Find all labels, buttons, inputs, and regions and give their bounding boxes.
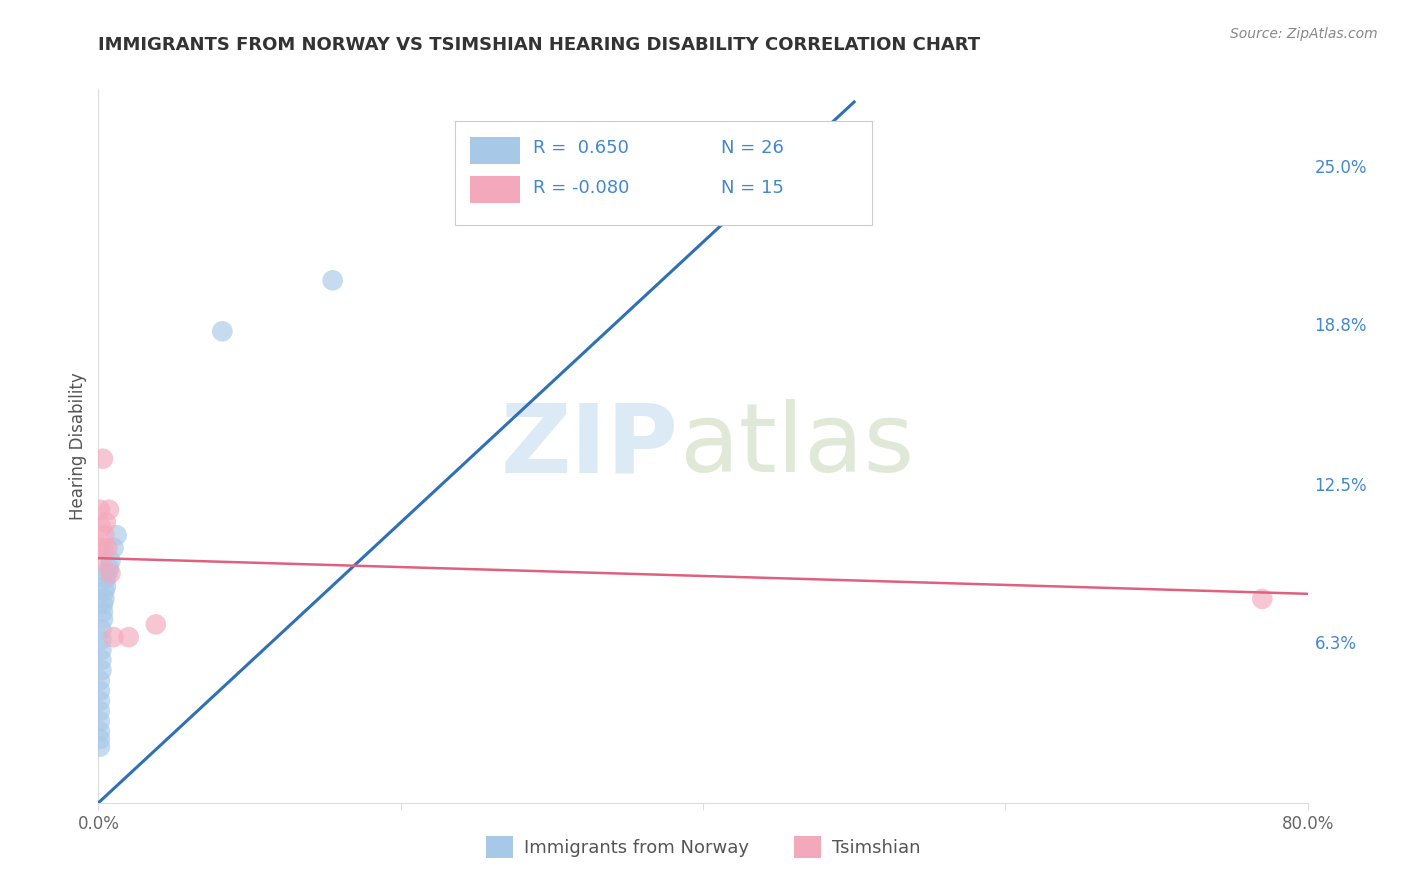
Point — [90, 663, 112, 677]
Point — [94, 579, 117, 593]
Point — [90, 653, 112, 667]
Point — [91, 597, 114, 611]
Point — [103, 541, 125, 555]
Point — [93, 584, 115, 599]
Point — [90, 632, 112, 647]
Point — [94, 572, 117, 586]
Text: N = 15: N = 15 — [721, 178, 785, 196]
Point — [91, 605, 114, 619]
Point — [118, 630, 141, 644]
Point — [89, 724, 111, 739]
Point — [145, 617, 167, 632]
Point — [94, 516, 117, 530]
Point — [1251, 591, 1274, 606]
Point — [93, 591, 115, 606]
Point — [96, 566, 118, 581]
Point — [89, 541, 111, 555]
FancyBboxPatch shape — [456, 121, 872, 225]
Point — [91, 451, 114, 466]
Point — [89, 673, 111, 688]
Point — [100, 554, 122, 568]
Point — [90, 520, 112, 534]
Point — [89, 683, 111, 698]
Point — [90, 554, 112, 568]
Point — [89, 714, 111, 729]
Point — [211, 324, 233, 338]
Point — [100, 566, 122, 581]
Text: N = 26: N = 26 — [721, 139, 785, 157]
Point — [93, 528, 115, 542]
Point — [103, 630, 125, 644]
Point — [96, 541, 118, 555]
Point — [89, 739, 111, 754]
Text: atlas: atlas — [679, 400, 914, 492]
Legend: Immigrants from Norway, Tsimshian: Immigrants from Norway, Tsimshian — [478, 829, 928, 865]
Bar — [470, 177, 520, 203]
Point — [105, 528, 128, 542]
Bar — [470, 137, 520, 164]
Point — [89, 502, 111, 516]
Text: IMMIGRANTS FROM NORWAY VS TSIMSHIAN HEARING DISABILITY CORRELATION CHART: IMMIGRANTS FROM NORWAY VS TSIMSHIAN HEAR… — [98, 36, 980, 54]
Y-axis label: Hearing Disability: Hearing Disability — [69, 372, 87, 520]
Point — [98, 561, 121, 575]
Point — [89, 694, 111, 708]
Point — [98, 502, 121, 516]
Point — [91, 612, 114, 626]
Point — [91, 541, 114, 555]
Point — [90, 643, 112, 657]
Text: Source: ZipAtlas.com: Source: ZipAtlas.com — [1230, 27, 1378, 41]
Point — [322, 273, 344, 287]
Point — [90, 623, 112, 637]
Text: ZIP: ZIP — [501, 400, 679, 492]
Text: R =  0.650: R = 0.650 — [533, 139, 628, 157]
Point — [89, 732, 111, 747]
Point — [89, 704, 111, 718]
Text: R = -0.080: R = -0.080 — [533, 178, 628, 196]
